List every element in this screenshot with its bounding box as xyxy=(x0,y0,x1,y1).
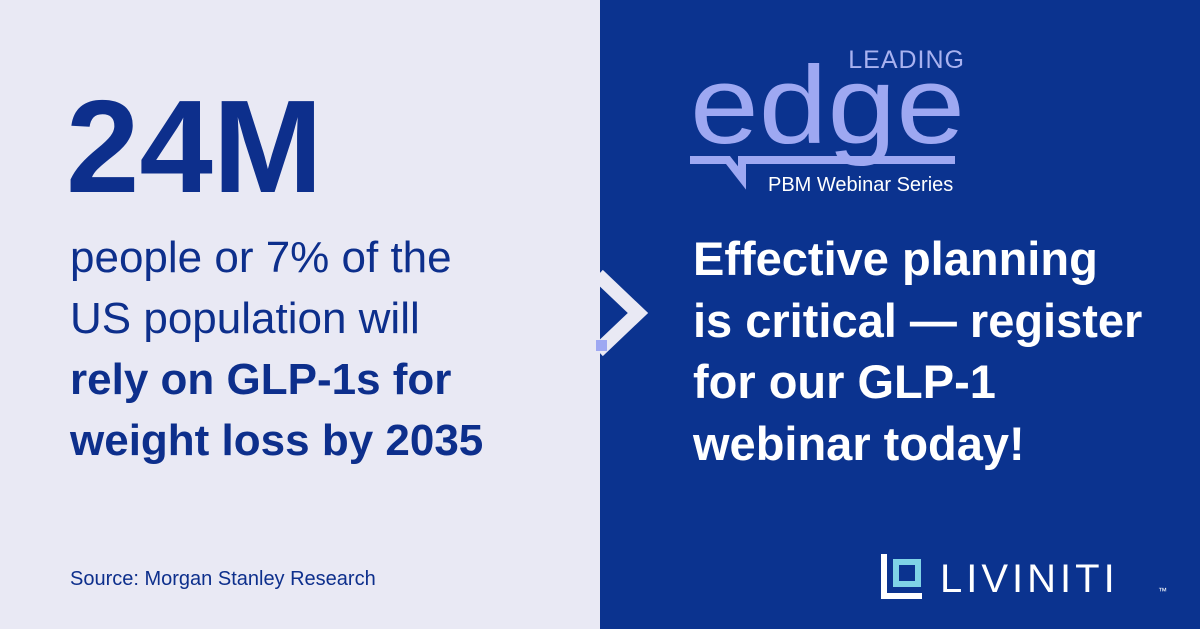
cta-line: for our GLP-1 xyxy=(693,355,996,408)
cta-line: Effective planning xyxy=(693,232,1098,285)
right-panel xyxy=(600,0,1200,629)
statement-line: US population will xyxy=(70,294,420,343)
cta-line: is critical — register xyxy=(693,294,1142,347)
logo-top: LEADING xyxy=(848,46,965,74)
logo-bubble xyxy=(690,156,955,190)
logo-subtitle: PBM Webinar Series xyxy=(768,174,953,196)
accent-square xyxy=(596,340,607,351)
statement-line: rely on GLP-1s for xyxy=(70,355,451,404)
statement-line: people or 7% of the xyxy=(70,233,452,282)
brand-trademark: ™ xyxy=(1158,586,1167,596)
brand-name: LIVINITI xyxy=(940,557,1119,601)
cta-line: webinar today! xyxy=(692,417,1025,470)
big-number: 24M xyxy=(66,73,323,220)
logo-word: edge xyxy=(690,44,965,167)
chevron xyxy=(593,269,649,357)
left-panel xyxy=(0,0,600,629)
statement-line: weight loss by 2035 xyxy=(69,416,483,465)
source: Source: Morgan Stanley Research xyxy=(70,568,376,590)
brand-icon xyxy=(881,554,922,599)
